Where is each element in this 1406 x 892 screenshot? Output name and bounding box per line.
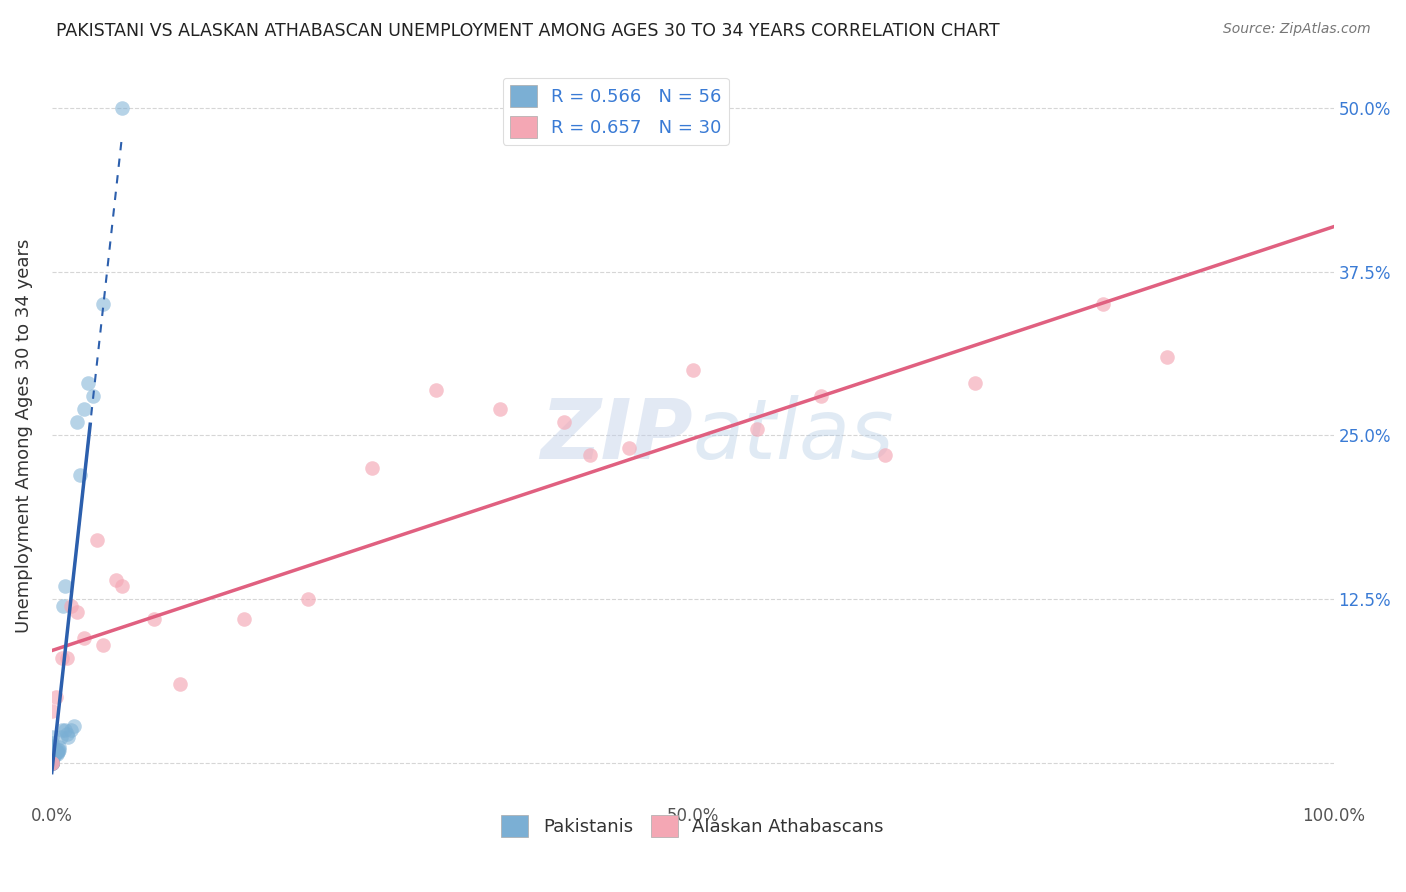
Point [62, 719, 84, 733]
Point [41, 739, 63, 753]
Point [682, 363, 704, 377]
Point [45, 746, 67, 760]
Point [111, 579, 134, 593]
Point [41, 749, 63, 764]
Point [51, 723, 73, 738]
Point [86, 533, 108, 548]
Legend: Pakistanis, Alaskan Athabascans: Pakistanis, Alaskan Athabascans [494, 808, 891, 845]
Point [41, 756, 63, 770]
Point [41, 749, 63, 764]
Point [91, 297, 114, 311]
Point [963, 376, 986, 390]
Point [41, 746, 63, 760]
Point [41, 740, 63, 755]
Point [41, 756, 63, 770]
Point [59, 599, 82, 613]
Point [66, 605, 89, 619]
Point [41, 756, 63, 770]
Point [48, 743, 70, 757]
Point [56, 727, 79, 741]
Point [53, 723, 76, 738]
Point [45, 747, 67, 761]
Point [66, 415, 89, 429]
Point [41, 756, 63, 770]
Point [41, 750, 63, 764]
Point [41, 746, 63, 760]
Text: atlas: atlas [693, 395, 894, 476]
Point [59, 723, 82, 738]
Point [73, 632, 96, 646]
Point [1091, 297, 1114, 311]
Point [297, 592, 319, 607]
Point [143, 612, 166, 626]
Point [46, 746, 69, 760]
Text: PAKISTANI VS ALASKAN ATHABASCAN UNEMPLOYMENT AMONG AGES 30 TO 34 YEARS CORRELATI: PAKISTANI VS ALASKAN ATHABASCAN UNEMPLOY… [56, 22, 1000, 40]
Point [41, 752, 63, 766]
Point [48, 740, 70, 755]
Point [489, 402, 512, 417]
Point [52, 599, 75, 613]
Point [579, 448, 602, 462]
Point [41, 748, 63, 763]
Point [41, 730, 63, 744]
Point [53, 579, 76, 593]
Text: Source: ZipAtlas.com: Source: ZipAtlas.com [1223, 22, 1371, 37]
Point [51, 651, 73, 665]
Point [45, 746, 67, 760]
Point [69, 467, 91, 482]
Point [41, 756, 63, 770]
Point [41, 756, 63, 770]
Point [41, 756, 63, 770]
Point [56, 651, 79, 665]
Point [1156, 350, 1178, 364]
Point [169, 677, 191, 691]
Point [58, 730, 80, 744]
Point [41, 743, 63, 757]
Point [41, 756, 63, 770]
Point [104, 573, 127, 587]
Point [873, 448, 896, 462]
Point [41, 736, 63, 750]
Point [49, 730, 72, 744]
Point [41, 756, 63, 770]
Point [76, 376, 98, 390]
Point [425, 383, 447, 397]
Point [361, 461, 384, 475]
Text: ZIP: ZIP [540, 395, 693, 476]
Point [617, 442, 640, 456]
Point [810, 389, 832, 403]
Point [41, 756, 63, 770]
Point [44, 749, 66, 764]
Point [82, 389, 104, 403]
Point [233, 612, 256, 626]
Point [745, 422, 768, 436]
Point [45, 743, 67, 757]
Point [41, 756, 63, 770]
Point [553, 415, 575, 429]
Point [41, 743, 63, 757]
Point [41, 752, 63, 766]
Point [41, 756, 63, 770]
Point [41, 756, 63, 770]
Point [41, 756, 63, 770]
Point [41, 747, 63, 761]
Point [73, 402, 96, 417]
Point [46, 743, 69, 757]
Point [41, 756, 63, 770]
Point [44, 747, 66, 761]
Point [41, 756, 63, 770]
Point [45, 690, 67, 705]
Point [91, 638, 114, 652]
Y-axis label: Unemployment Among Ages 30 to 34 years: Unemployment Among Ages 30 to 34 years [15, 238, 32, 632]
Point [41, 756, 63, 770]
Point [111, 101, 134, 115]
Point [41, 704, 63, 718]
